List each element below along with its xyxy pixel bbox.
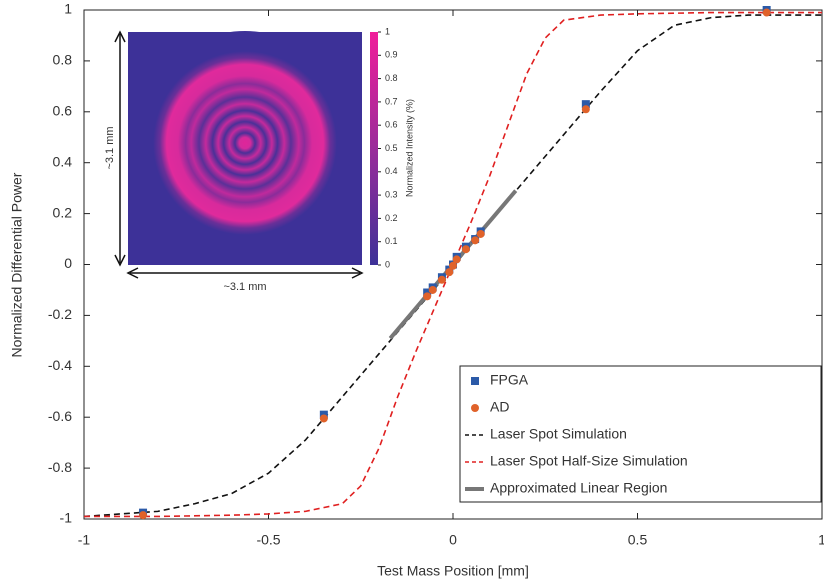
x-axis-label: Test Mass Position [mm] [377,563,529,579]
y-tick-label: -0.2 [48,306,72,322]
colorbar [370,32,378,265]
colorbar-tick-label: 0.9 [385,50,398,60]
legend-label: Laser Spot Half-Size Simulation [490,453,688,469]
y-tick-label: -0.8 [48,459,72,475]
colorbar-tick-label: 1 [385,26,390,36]
marker-circle [445,268,454,277]
arrow-heads [126,267,364,279]
y-axis-label: Normalized Differential Power [9,172,25,357]
legend-label: FPGA [490,372,529,388]
y-tick-label: -0.6 [48,408,72,424]
inset-rings [133,31,357,255]
marker-circle [461,245,470,254]
y-tick-label: 0.2 [53,204,73,220]
y-tick-label: -0.4 [48,357,72,373]
legend-label: AD [490,399,509,415]
marker-circle [428,285,437,294]
colorbar-tick-label: 0.6 [385,120,398,130]
x-tick-label: -1 [78,532,91,548]
y-tick-label: 0.6 [53,103,73,119]
marker-circle [762,8,771,17]
y-tick-label: 0.4 [53,153,73,169]
y-tick-label: 0 [64,255,72,271]
colorbar-tick-label: 0 [385,259,390,269]
y-tick-label: 0.8 [53,52,73,68]
x-tick-label: 0 [449,532,457,548]
marker-circle [581,105,590,114]
series-line [83,14,822,518]
x-tick-label: 0.5 [628,532,648,548]
colorbar-tick-label: 0.5 [385,143,398,153]
colorbar-tick-label: 0.4 [385,166,398,176]
legend-label: Laser Spot Simulation [490,426,627,442]
colorbar-tick-label: 0.8 [385,73,398,83]
marker-square [581,100,590,109]
colorbar-tick-label: 0.2 [385,213,398,223]
plot-area: -1 -0.8 -0.6 -0.4 -0.2 0 0.2 0.4 0.6 0.8 1 -1 -0.5 0 0… [48,1,824,548]
x-tick-label: -0.5 [256,532,280,548]
marker-circle [452,255,461,264]
legend-label: Approximated Linear Region [490,480,667,496]
x-tick-label: 1 [818,532,824,548]
y-tick-label: -1 [60,510,73,526]
colorbar-tick-label: 0.7 [385,96,398,106]
legend-swatch [471,377,479,385]
y-tick-label: 1 [64,1,72,17]
marker-circle [476,229,485,238]
legend-swatch [471,404,479,412]
series-line [84,11,822,518]
legend-box [459,365,822,503]
marker-circle [449,261,457,270]
width-label: ~3.1 mm [223,281,266,293]
colorbar-tick-label: 0.1 [385,236,398,246]
marker-circle [471,236,480,245]
arrow-heads [114,30,126,267]
colorbar-tick-label: 0.3 [385,189,398,199]
marker-circle [423,292,432,301]
marker-circle [319,414,328,423]
inset: ~3.1 mm ~3.1 mm Normalized Intensity (%)… [104,26,414,293]
marker-circle [437,275,446,284]
height-label: ~3.1 mm [104,126,116,169]
colorbar-label: Normalized Intensity (%) [404,99,414,197]
marker-circle [139,511,148,520]
